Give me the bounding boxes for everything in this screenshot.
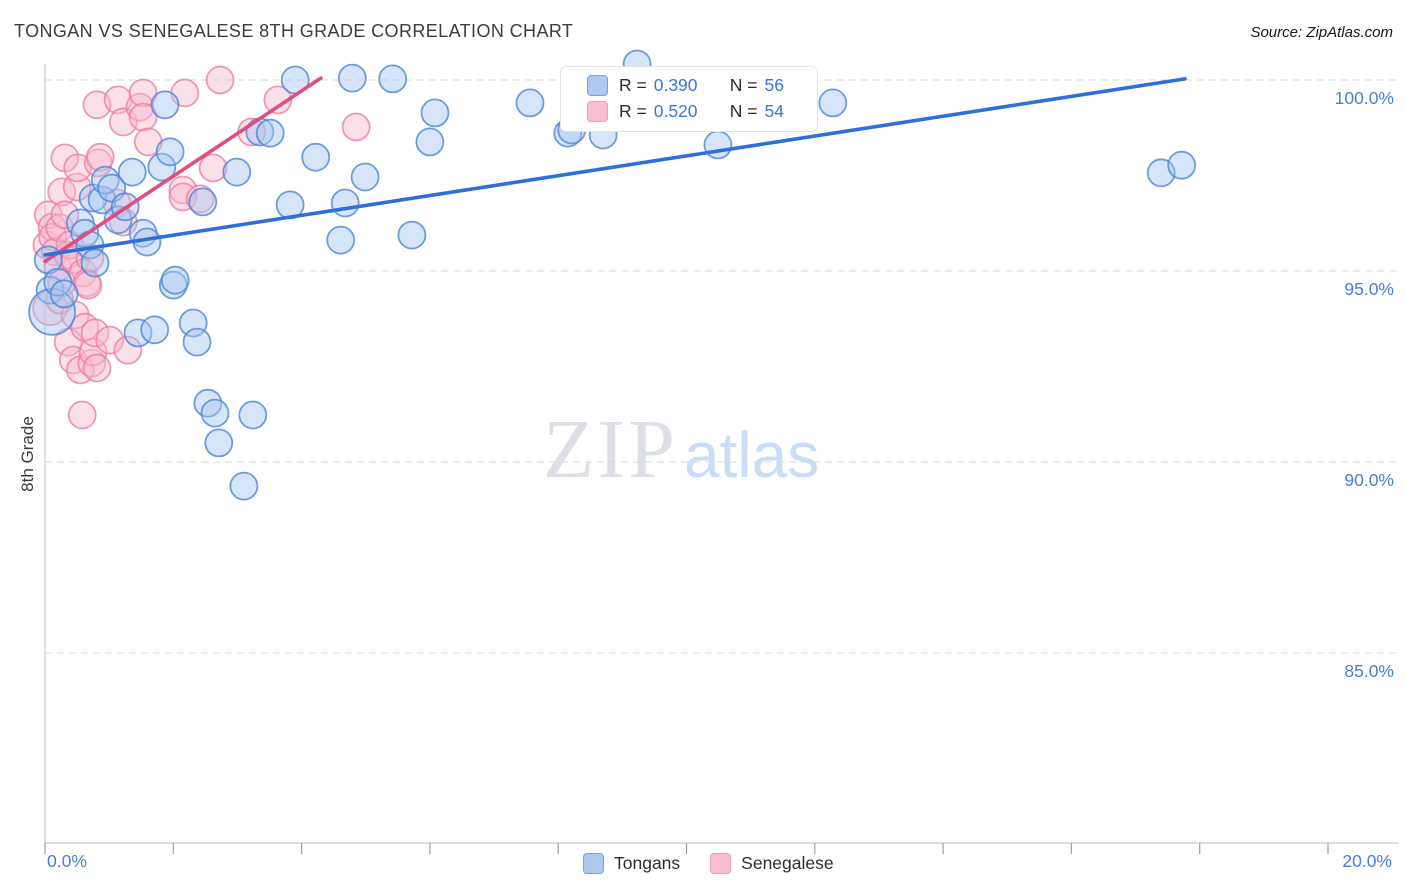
y-axis-label: 85.0% <box>1344 661 1394 681</box>
scatter-point-tongans[interactable] <box>150 90 180 120</box>
scatter-point-senegalese[interactable] <box>263 85 293 115</box>
trend-line-tongans <box>43 77 1187 257</box>
scatter-point-tongans[interactable] <box>182 327 212 357</box>
senegalese-swatch-icon <box>710 853 732 874</box>
n-value-senegalese: 54 <box>764 101 784 121</box>
stats-row-senegalese: R = 0.520 N = 54 <box>587 101 803 122</box>
scatter-point-senegalese[interactable] <box>47 177 77 207</box>
r-value-senegalese: 0.520 <box>653 101 698 121</box>
scatter-point-tongans[interactable] <box>229 471 259 501</box>
legend-label-senegalese: Senegalese <box>741 853 834 873</box>
zipatlas-watermark: ZIP atlas <box>543 408 819 492</box>
scatter-point-tongans[interactable] <box>160 265 190 295</box>
scatter-point-tongans[interactable] <box>222 157 252 187</box>
y-axis-label: 100.0% <box>1334 88 1394 108</box>
stats-row-tongans: R = 0.390 N = 56 <box>587 75 803 96</box>
scatter-point-tongans[interactable] <box>350 162 380 192</box>
scatter-point-senegalese[interactable] <box>341 112 371 142</box>
watermark-atlas: atlas <box>684 419 820 491</box>
scatter-point-tongans[interactable] <box>147 152 177 182</box>
scatter-point-tongans[interactable] <box>818 88 848 118</box>
scatter-point-senegalese[interactable] <box>95 325 125 355</box>
scatter-point-tongans[interactable] <box>80 248 110 278</box>
scatter-point-senegalese[interactable] <box>82 353 112 383</box>
scatter-point-tongans[interactable] <box>140 315 170 345</box>
scatter-point-tongans[interactable] <box>337 63 367 93</box>
scatter-point-senegalese[interactable] <box>205 65 235 95</box>
scatter-point-senegalese[interactable] <box>113 335 143 365</box>
senegalese-swatch-icon <box>587 101 608 122</box>
scatter-point-tongans[interactable] <box>420 98 450 128</box>
scatter-point-tongans[interactable] <box>188 187 218 217</box>
correlation-stats-legend: R = 0.390 N = 56 R = 0.520 N = 54 <box>560 66 818 132</box>
scatter-point-tongans[interactable] <box>330 188 360 218</box>
legend-item-senegalese[interactable]: Senegalese <box>710 853 834 874</box>
scatter-point-tongans[interactable] <box>158 270 188 300</box>
scatter-point-tongans[interactable] <box>117 157 147 187</box>
legend-label-tongans: Tongans <box>614 853 681 873</box>
scatter-point-senegalese[interactable] <box>50 200 80 230</box>
scatter-point-senegalese[interactable] <box>67 400 97 430</box>
scatter-point-tongans[interactable] <box>200 398 230 428</box>
scatter-point-senegalese[interactable] <box>128 78 158 108</box>
r-label: R = <box>619 75 647 95</box>
n-label: N = <box>729 101 758 121</box>
scatter-point-tongans[interactable] <box>703 130 733 160</box>
scatter-point-tongans[interactable] <box>155 137 185 167</box>
x-axis-min-label: 0.0% <box>47 851 87 871</box>
scatter-point-tongans[interactable] <box>397 220 427 250</box>
y-axis-label: 90.0% <box>1344 470 1394 490</box>
y-axis-label: 95.0% <box>1344 279 1394 299</box>
scatter-point-tongans[interactable] <box>415 127 445 157</box>
scatter-point-tongans[interactable] <box>378 64 408 94</box>
watermark-zip: ZIP <box>543 403 678 496</box>
scatter-point-tongans[interactable] <box>255 118 285 148</box>
x-axis-max-label: 20.0% <box>1342 851 1392 871</box>
r-value-tongans: 0.390 <box>653 75 698 95</box>
legend-item-tongans[interactable]: Tongans <box>583 853 680 874</box>
scatter-point-senegalese[interactable] <box>198 153 228 183</box>
tongans-swatch-icon <box>587 75 608 96</box>
scatter-point-senegalese[interactable] <box>85 142 115 172</box>
scatter-point-tongans[interactable] <box>204 428 234 458</box>
scatter-point-senegalese[interactable] <box>77 348 107 378</box>
scatter-point-tongans[interactable] <box>326 225 356 255</box>
scatter-point-tongans[interactable] <box>238 400 268 430</box>
scatter-point-tongans[interactable] <box>1167 150 1197 180</box>
n-label: N = <box>729 75 758 95</box>
scatter-point-senegalese[interactable] <box>82 90 112 120</box>
trend-line-senegalese <box>43 76 323 264</box>
series-legend: Tongans Senegalese <box>583 853 834 874</box>
r-label: R = <box>619 101 647 121</box>
page-title: TONGAN VS SENEGALESE 8TH GRADE CORRELATI… <box>14 21 574 41</box>
scatter-point-tongans[interactable] <box>49 279 79 309</box>
scatter-point-senegalese[interactable] <box>128 102 158 132</box>
n-value-tongans: 56 <box>764 75 784 95</box>
scatter-point-tongans[interactable] <box>301 142 331 172</box>
scatter-point-tongans[interactable] <box>515 88 545 118</box>
tongans-swatch-icon <box>583 853 604 874</box>
scatter-point-senegalese[interactable] <box>80 318 110 348</box>
source-attribution: Source: ZipAtlas.com <box>1250 24 1393 41</box>
